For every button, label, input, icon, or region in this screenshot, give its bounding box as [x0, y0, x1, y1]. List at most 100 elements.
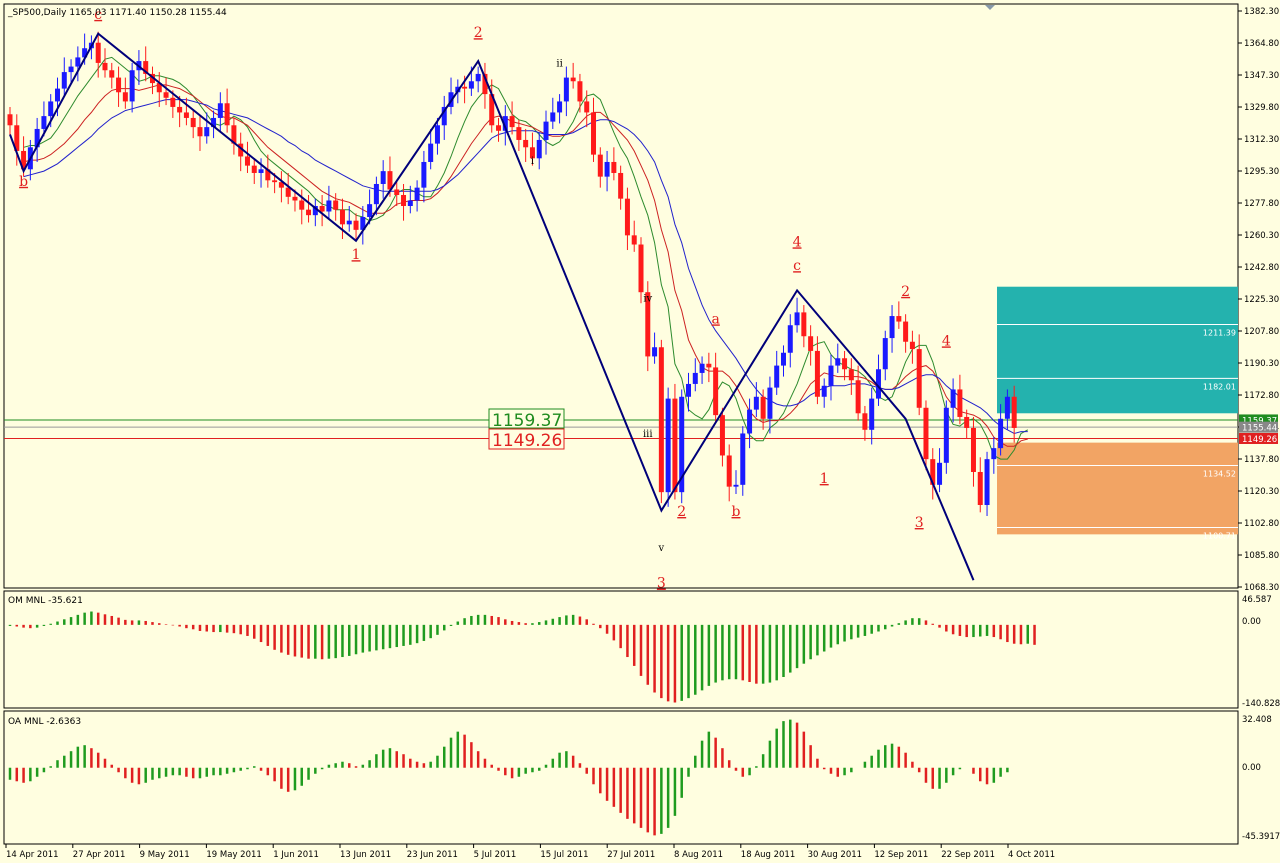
bear-candle [957, 389, 963, 417]
price-tick-label: 1312.30 [1244, 135, 1279, 145]
wave-label: 2 [901, 284, 910, 300]
bull-candle [346, 220, 352, 225]
bear-candle [496, 125, 502, 131]
bull-candle [211, 117, 217, 128]
green-level-label: 1159.37 [492, 411, 562, 431]
candlesticks [7, 31, 1017, 517]
bear-candle [265, 169, 271, 181]
bear-candle [116, 77, 122, 93]
bull-candle [686, 383, 691, 397]
bear-candle [387, 171, 393, 190]
bear-candle [584, 101, 590, 113]
bull-candle [740, 433, 746, 485]
symbol-header: _SP500,Daily 1165.03 1171.40 1150.28 115… [7, 8, 227, 18]
bear-candle [292, 196, 298, 201]
wave-label: v [658, 543, 665, 554]
ma-mid-line [23, 84, 1028, 447]
date-tick-label: 5 Jul 2011 [474, 850, 517, 860]
bull-candle [679, 396, 685, 493]
bear-candle [353, 220, 359, 230]
bull-candle [82, 48, 88, 58]
bull-candle [34, 128, 40, 148]
price-badge-label: 1149.26 [1242, 435, 1277, 445]
price-tick-label: 1120.30 [1244, 487, 1279, 497]
bull-candle [1004, 396, 1010, 419]
bear-candle [95, 42, 101, 63]
bear-candle [244, 156, 250, 166]
orange-target-zone-line-label: 1134.52 [1203, 470, 1236, 479]
bull-candle [869, 398, 875, 430]
bull-candle [543, 121, 549, 140]
bear-candle [109, 70, 115, 78]
bull-candle [828, 365, 834, 386]
bull-candle [774, 365, 780, 388]
bear-candle [529, 147, 535, 159]
bear-candle [339, 209, 345, 225]
bull-candle [475, 73, 481, 82]
bull-candle [747, 409, 753, 434]
bull-candle [937, 462, 943, 485]
date-tick-label: 27 Apr 2011 [73, 850, 126, 860]
price-tick-label: 1364.80 [1244, 39, 1279, 49]
date-tick-label: 1 Jun 2011 [273, 850, 319, 860]
bull-candle [41, 116, 47, 129]
bear-candle [672, 398, 678, 493]
price-tick-label: 1277.80 [1244, 199, 1279, 209]
bull-candle [950, 389, 956, 408]
bull-candle [557, 101, 563, 113]
bear-candle [170, 97, 176, 107]
bull-candle [550, 112, 556, 122]
bear-candle [855, 380, 861, 414]
bull-candle [54, 88, 60, 102]
bear-candle [163, 92, 169, 98]
bull-candle [563, 77, 569, 102]
wave-count-line [9, 32, 975, 581]
bear-candle [706, 363, 712, 368]
wave-label: 4 [793, 234, 802, 250]
price-tick-label: 1295.30 [1244, 167, 1279, 177]
wave-label: iii [643, 429, 653, 440]
bear-candle [516, 127, 522, 140]
price-tick-label: 1242.80 [1244, 263, 1279, 273]
shift-marker-icon[interactable] [985, 5, 995, 10]
bear-candle [916, 349, 922, 408]
teal-target-zone-line-label: 1211.39 [1203, 329, 1236, 338]
bear-candle [577, 81, 583, 102]
price-badge [1239, 421, 1278, 433]
wave-label: 4 [942, 333, 951, 349]
oa-panel-frame [3, 710, 1239, 845]
bear-candle [156, 83, 162, 93]
om-panel-frame [3, 590, 1239, 709]
wave-label: 2 [677, 504, 686, 520]
date-axis: 14 Apr 2011 27 Apr 2011 9 May 2011 19 May 2… [5, 844, 1055, 860]
bull-candle [258, 169, 264, 173]
bear-candle [306, 209, 312, 216]
bear-candle [842, 358, 848, 370]
bull-candle [468, 81, 474, 89]
bear-candle [923, 407, 929, 460]
bear-candle [570, 77, 576, 82]
date-tick-label: 8 Aug 2011 [674, 850, 723, 860]
bear-candle [238, 143, 244, 157]
bear-candle [618, 172, 624, 199]
osc-tick-label: 32.408 [1242, 715, 1272, 725]
bull-candle [889, 316, 895, 339]
date-tick-label: 22 Sep 2011 [941, 850, 995, 860]
wave-label: 2 [474, 25, 483, 41]
bear-candle [462, 86, 468, 89]
bear-candle [896, 316, 902, 322]
bear-candle [523, 139, 529, 148]
price-tick-label: 1329.80 [1244, 103, 1279, 113]
bear-candle [285, 187, 291, 197]
bull-candle [753, 396, 759, 410]
bull-candle [780, 352, 786, 366]
oa-title: OA MNL -2.6363 [8, 717, 81, 727]
bull-candle [367, 204, 373, 218]
bull-candle [943, 407, 949, 463]
red-level-box [488, 428, 565, 450]
bull-candle [48, 101, 54, 117]
osc-tick-label: -45.3917 [1242, 832, 1280, 842]
bull-candle [75, 57, 81, 67]
